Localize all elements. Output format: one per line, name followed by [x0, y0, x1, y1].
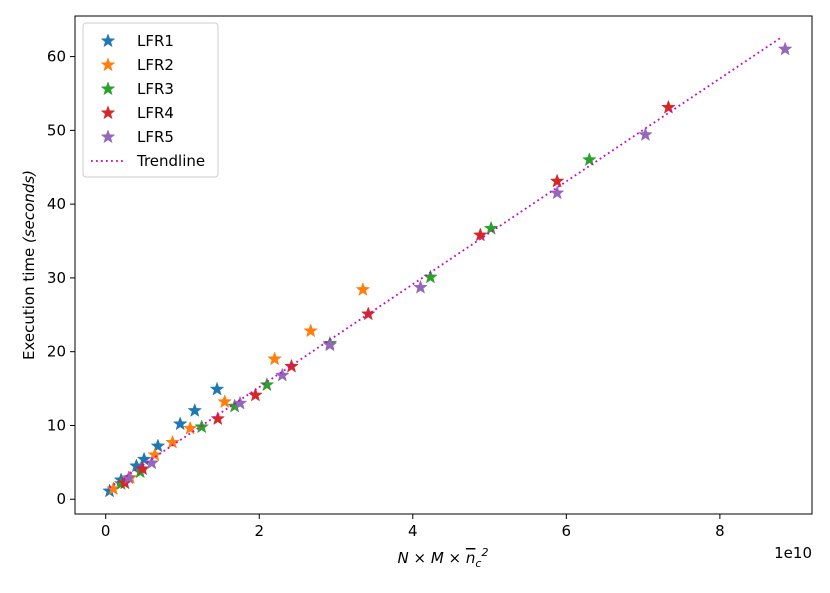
- y-tick-label: 60: [47, 48, 66, 66]
- y-tick-label: 40: [47, 195, 66, 213]
- legend-marker-lfr5: [100, 129, 116, 144]
- x-axis-label: N × M × nc2: [398, 546, 489, 570]
- x-axis-multiplier: 1e10: [774, 544, 812, 562]
- x-axis: 0 2 4 6 8: [101, 514, 725, 540]
- legend-marker-lfr4: [100, 105, 116, 120]
- data-point: [267, 351, 282, 366]
- data-point: [232, 395, 248, 410]
- data-point: [582, 152, 597, 167]
- x-tick-label: 6: [562, 522, 572, 540]
- x-tick-label: 4: [408, 522, 418, 540]
- data-point: [483, 220, 499, 235]
- y-axis: 0 10 20 30 40 50 60: [47, 48, 75, 508]
- data-point: [549, 185, 565, 200]
- y-tick-label: 20: [47, 343, 66, 361]
- plot-frame: [74, 15, 813, 515]
- data-point: [661, 99, 676, 114]
- data-point: [472, 227, 488, 242]
- y-tick-label: 50: [47, 121, 66, 139]
- legend-label: LFR5: [137, 128, 174, 146]
- data-point: [144, 455, 160, 470]
- data-point: [360, 306, 376, 321]
- data-point: [777, 41, 793, 56]
- legend-box: [82, 22, 219, 178]
- data-point: [259, 377, 275, 392]
- data-point: [172, 416, 188, 431]
- series-lfr2: [106, 281, 371, 496]
- data-point: [413, 279, 428, 294]
- legend-label: LFR4: [137, 104, 174, 122]
- data-point: [638, 127, 653, 142]
- data-point: [182, 420, 198, 435]
- data-point: [284, 358, 299, 373]
- series-lfr5: [121, 41, 793, 485]
- legend-label: LFR1: [137, 32, 174, 50]
- data-point: [248, 387, 263, 402]
- y-tick-label: 10: [47, 416, 66, 434]
- legend-marker-lfr3: [100, 81, 116, 96]
- legend: LFR1 LFR2 LFR3 LFR4 LFR5 Trendline: [82, 22, 219, 178]
- data-point: [135, 461, 150, 476]
- data-point: [187, 402, 203, 417]
- data-point: [210, 411, 226, 426]
- legend-label: Trendline: [136, 152, 205, 170]
- data-point: [355, 281, 371, 296]
- y-tick-label: 30: [47, 269, 66, 287]
- data-point: [217, 394, 233, 409]
- data-point: [274, 367, 290, 382]
- data-point: [303, 323, 319, 338]
- y-axis-label: Execution time (seconds): [20, 170, 38, 360]
- data-point: [322, 337, 338, 352]
- y-axis-label-unit: (seconds): [20, 170, 38, 243]
- x-tick-label: 2: [254, 522, 264, 540]
- x-tick-label: 8: [715, 522, 725, 540]
- legend-marker-lfr2: [100, 57, 116, 72]
- x-tick-label: 0: [101, 522, 111, 540]
- data-point: [209, 381, 225, 396]
- data-point: [549, 173, 565, 188]
- legend-label: LFR3: [137, 80, 174, 98]
- data-point: [150, 438, 166, 453]
- data-point: [121, 470, 137, 485]
- y-axis-label-plain: Execution time: [20, 248, 38, 360]
- data-marks: [102, 36, 793, 498]
- legend-label: LFR2: [137, 56, 174, 74]
- legend-marker-lfr1: [100, 33, 116, 48]
- y-tick-label: 0: [56, 490, 66, 508]
- data-point: [136, 451, 152, 466]
